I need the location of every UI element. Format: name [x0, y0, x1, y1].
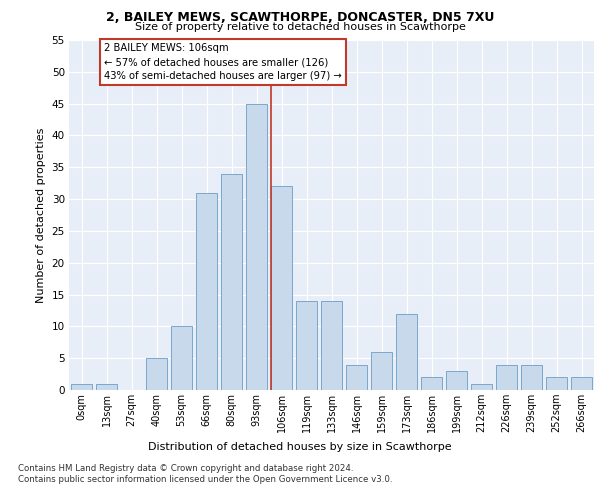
Text: Distribution of detached houses by size in Scawthorpe: Distribution of detached houses by size … [148, 442, 452, 452]
Bar [346, 364, 367, 390]
Bar [471, 384, 492, 390]
Text: Contains HM Land Registry data © Crown copyright and database right 2024.: Contains HM Land Registry data © Crown c… [18, 464, 353, 473]
Bar [71, 384, 92, 390]
Text: Size of property relative to detached houses in Scawthorpe: Size of property relative to detached ho… [134, 22, 466, 32]
Y-axis label: Number of detached properties: Number of detached properties [36, 128, 46, 302]
Bar [96, 384, 117, 390]
Bar [496, 364, 517, 390]
Bar [421, 378, 442, 390]
Bar [146, 358, 167, 390]
Bar [271, 186, 292, 390]
Bar [446, 371, 467, 390]
Bar [396, 314, 417, 390]
Bar [296, 301, 317, 390]
Bar [321, 301, 342, 390]
Bar [521, 364, 542, 390]
Bar [171, 326, 192, 390]
Text: Contains public sector information licensed under the Open Government Licence v3: Contains public sector information licen… [18, 475, 392, 484]
Bar [246, 104, 267, 390]
Bar [196, 192, 217, 390]
Bar [371, 352, 392, 390]
Bar [546, 378, 567, 390]
Text: 2, BAILEY MEWS, SCAWTHORPE, DONCASTER, DN5 7XU: 2, BAILEY MEWS, SCAWTHORPE, DONCASTER, D… [106, 11, 494, 24]
Text: 2 BAILEY MEWS: 106sqm
← 57% of detached houses are smaller (126)
43% of semi-det: 2 BAILEY MEWS: 106sqm ← 57% of detached … [104, 43, 342, 81]
Bar [221, 174, 242, 390]
Bar [571, 378, 592, 390]
